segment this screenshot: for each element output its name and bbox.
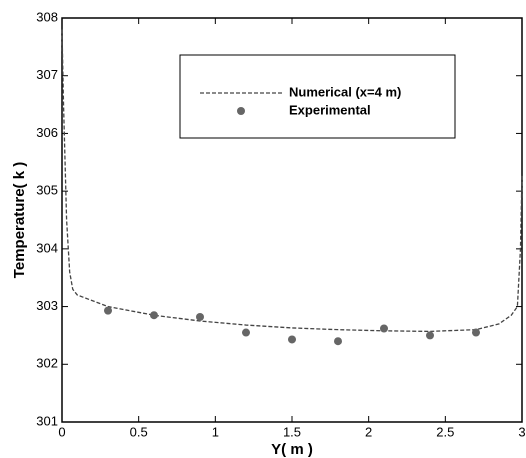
y-axis-label: Temperature( k ) [11,162,28,278]
x-tick-label: 0 [58,424,65,439]
x-tick-label: 3 [518,424,525,439]
x-tick-label: 1.5 [283,424,301,439]
data-line [61,29,523,333]
legend-swatch [237,107,245,115]
data-point [104,306,112,315]
y-tick-label: 307 [36,67,58,82]
x-tick-label: 2 [365,424,372,439]
data-point [380,324,388,333]
y-tick-label: 302 [36,356,58,371]
legend-box [179,54,456,139]
x-axis-label: Y( m ) [271,441,313,458]
y-tick-label: 301 [36,413,58,428]
data-point [242,328,250,337]
legend-label: Numerical (x=4 m) [289,84,401,99]
x-tick-label: 2.5 [436,424,454,439]
legend-label: Experimental [289,102,371,117]
x-tick-label: 1 [212,424,219,439]
data-point [196,312,204,321]
data-point [472,328,480,337]
y-tick-label: 308 [36,9,58,24]
y-tick-label: 303 [36,298,58,313]
x-tick-label: 0.5 [130,424,148,439]
data-point [288,335,296,344]
y-tick-label: 306 [36,125,58,140]
data-point [426,331,434,340]
data-point [150,311,158,320]
y-tick-label: 304 [36,240,58,255]
y-tick-label: 305 [36,183,58,198]
data-point [334,337,342,346]
